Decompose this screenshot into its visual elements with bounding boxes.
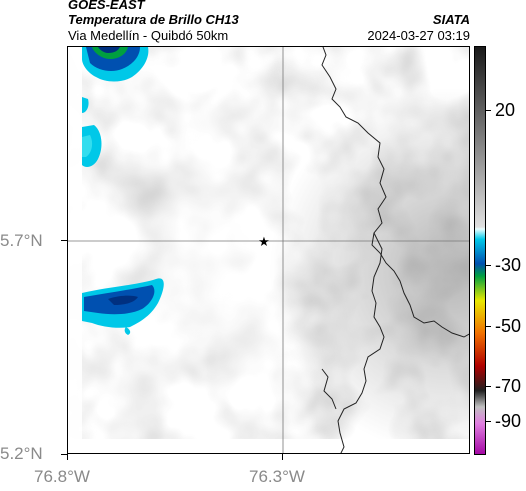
municipal-boundary bbox=[337, 232, 385, 453]
region-subtitle: Via Medellín - Quibdó 50km bbox=[68, 28, 229, 43]
cold-cloud-top-south bbox=[82, 278, 164, 335]
product-title: Temperatura de Brillo CH13 bbox=[68, 12, 239, 27]
no-data-strip bbox=[68, 439, 469, 453]
star-icon[interactable]: ★ bbox=[258, 235, 270, 250]
cold-cloud-top-north bbox=[82, 47, 149, 82]
lon-label-76-8: 76.8°W bbox=[34, 467, 90, 486]
colorbar-label-minus50: -50 bbox=[495, 316, 522, 336]
colorbar-label-minus70: -70 bbox=[495, 376, 522, 396]
satellite-map[interactable]: ★ bbox=[67, 46, 470, 454]
cold-cloud-small-west bbox=[82, 97, 102, 167]
lat-label-5-7: 5.7°N bbox=[0, 231, 43, 250]
datetime-label: 2024-03-27 03:19 bbox=[367, 28, 470, 43]
colorbar bbox=[474, 46, 486, 455]
lon-label-76-3: 76.3°W bbox=[249, 467, 305, 486]
org-label: SIATA bbox=[432, 12, 470, 27]
department-boundary bbox=[321, 47, 469, 338]
colorbar-label-minus90: -90 bbox=[495, 411, 522, 431]
colorbar-label-20: 20 bbox=[495, 100, 516, 120]
satellite-title: GOES-EAST bbox=[68, 0, 145, 12]
colorbar-label-minus30: -30 bbox=[495, 255, 522, 275]
map-canvas: ★ bbox=[68, 47, 469, 453]
lat-label-5-2: 5.2°N bbox=[0, 444, 43, 463]
